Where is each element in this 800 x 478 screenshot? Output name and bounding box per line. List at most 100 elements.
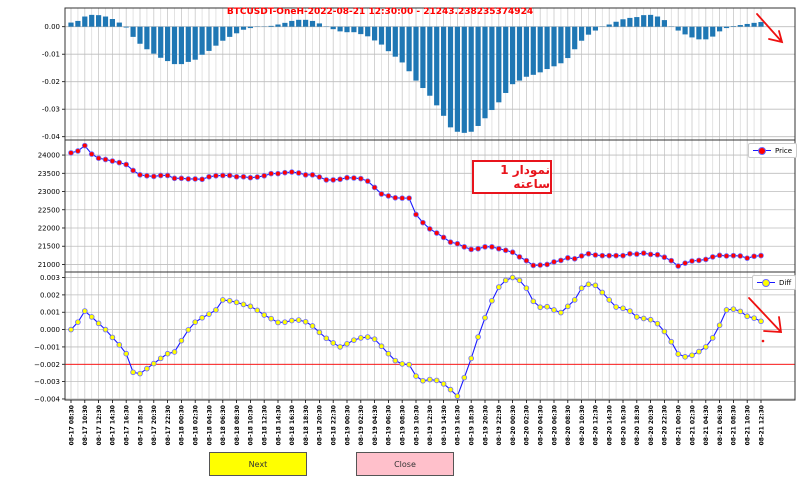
price-point: [578, 253, 585, 259]
x-tick-label: 08-21 12:30: [758, 405, 765, 445]
diff-point: [495, 284, 502, 290]
price-point: [633, 251, 640, 257]
price-point: [675, 263, 681, 269]
diff-point: [316, 329, 323, 336]
diff-point: [420, 377, 426, 384]
x-tick-label: 08-21 06:30: [717, 405, 724, 445]
diff-point: [137, 370, 143, 377]
price-point: [157, 172, 164, 179]
x-tick-label: 08-18 18:30: [303, 405, 310, 445]
price-point: [606, 252, 612, 259]
price-point: [164, 172, 171, 179]
price-point: [295, 170, 302, 176]
red-dot-mark: [761, 339, 765, 343]
diff-point: [157, 355, 164, 362]
histogram-bar: [516, 26, 523, 81]
diff-point: [544, 303, 550, 310]
diff-point: [185, 327, 192, 333]
histogram-bar: [165, 26, 171, 62]
diff-point: [309, 323, 316, 329]
diff-point: [440, 381, 447, 387]
down-arrow-icon: [748, 297, 783, 333]
diff-point: [716, 322, 723, 329]
price-point: [351, 175, 357, 181]
x-tick-label: 08-21 00:30: [676, 405, 683, 445]
histogram-bar: [358, 26, 364, 35]
price-point: [302, 172, 309, 178]
y-tick-label: 0.000: [40, 326, 60, 334]
diff-point: [709, 335, 716, 341]
diff-point: [240, 301, 247, 308]
price-point: [116, 159, 123, 166]
diff-point: [385, 350, 392, 357]
price-point: [378, 191, 385, 197]
histogram-bar: [296, 19, 302, 27]
x-tick-label: 08-18 02:30: [193, 405, 200, 445]
diff-point: [537, 304, 543, 311]
y-tick-label: -0.01: [42, 51, 60, 59]
price-point: [206, 173, 212, 180]
y-tick-label: 22000: [38, 224, 60, 232]
diff-point: [254, 307, 261, 314]
diff-point: [413, 373, 419, 379]
x-tick-label: 08-18 20:30: [317, 405, 324, 445]
histogram-bar: [461, 26, 467, 133]
histogram-bar: [282, 22, 288, 27]
histogram-bar: [427, 26, 433, 96]
diff-point: [116, 342, 123, 348]
price-point: [696, 257, 702, 264]
diff-point: [737, 308, 744, 315]
diff-point: [640, 315, 647, 322]
diff-point: [599, 289, 606, 296]
histogram-bar: [710, 26, 716, 37]
price-point: [123, 161, 129, 168]
price-point: [213, 173, 219, 179]
price-point: [461, 244, 468, 250]
y-tick-label: 22500: [38, 206, 60, 214]
diff-point: [130, 369, 136, 376]
histogram-bar: [102, 16, 109, 27]
diff-point: [426, 376, 433, 383]
histogram-bar: [309, 20, 316, 27]
histogram-bar: [447, 26, 454, 128]
histogram-bar: [620, 19, 626, 27]
price-point: [68, 150, 74, 156]
x-tick-label: 08-19 08:30: [400, 405, 407, 445]
diff-point: [454, 393, 461, 399]
histogram-bar: [592, 26, 598, 31]
x-tick-label: 08-21 08:30: [731, 405, 738, 445]
y-tick-label: -0.02: [42, 78, 60, 86]
diff-point: [468, 355, 475, 362]
price-point: [151, 173, 157, 180]
price-point: [482, 244, 488, 250]
histogram-bar: [385, 26, 391, 52]
price-point: [737, 253, 744, 259]
diff-point: [758, 318, 764, 325]
price-point: [468, 246, 475, 253]
y-tick-label: 0.00: [44, 23, 60, 31]
price-point: [233, 173, 240, 180]
x-tick-label: 08-20 10:30: [579, 405, 586, 445]
histogram-bar: [75, 20, 81, 27]
diff-point: [82, 308, 88, 314]
diff-point: [330, 340, 337, 346]
price-point: [337, 176, 343, 183]
price-point: [723, 253, 730, 259]
histogram-bar: [723, 26, 730, 29]
price-legend-marker-icon: [753, 147, 771, 155]
price-point: [220, 172, 226, 179]
x-tick-label: 08-18 22:30: [331, 405, 338, 445]
diff-point: [95, 320, 102, 327]
next-button[interactable]: Next: [209, 452, 307, 476]
histogram-bar: [351, 26, 357, 33]
histogram-bar: [523, 26, 529, 77]
histogram-bar: [144, 26, 150, 50]
x-tick-label: 08-20 16:30: [620, 405, 627, 445]
close-button[interactable]: Close: [356, 452, 454, 476]
diff-point: [178, 337, 185, 344]
y-tick-label: 0.001: [40, 309, 60, 317]
diff-point: [288, 317, 295, 324]
diff-point: [171, 349, 178, 355]
histogram-bar: [675, 26, 681, 31]
y-tick-label: 21500: [38, 243, 60, 251]
